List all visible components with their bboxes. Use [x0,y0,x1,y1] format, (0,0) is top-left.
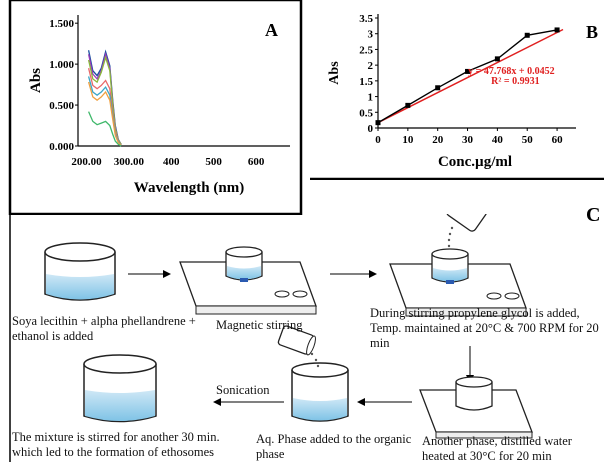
data-point [524,32,530,38]
y-tick-label: 3.5 [359,13,373,25]
x-tick-label: 60 [552,134,564,146]
x-tick-label: 50 [522,134,534,146]
panel-label-b: B [586,22,599,42]
step2-label: Magnetic stirring [216,318,303,332]
x-tick-label: 30 [462,134,474,146]
data-point [465,68,471,74]
data-point [375,120,381,126]
y-tick-label: 0.500 [49,100,74,112]
stirrer-propylene-glycol [389,214,527,317]
data-point [554,27,560,33]
x-tick-label: 0 [375,134,381,146]
process-diagram [9,214,533,462]
y-tick-label: 2.5 [359,44,373,56]
chart-a-border [8,0,303,215]
y-axis-label: Abs [327,61,342,85]
step4-label: Another phase, distilled water heated at… [422,434,572,463]
beaker-lecithin [44,242,116,301]
y-tick-label: 1 [368,92,374,104]
x-axis-label: Conc.µg/ml [438,154,512,170]
y-axis-label: Abs [28,68,44,93]
y-tick-label: 3 [368,29,374,41]
y-tick-label: 2 [368,60,374,72]
sonication-label: Sonication [216,383,270,397]
y-tick-label: 0.5 [359,107,373,119]
x-tick-label: 500 [205,156,222,168]
beaker-mixing [277,325,349,422]
chart-b: 0 0.5 1 1.5 2 2.5 3 3.5 0 10 20 30 40 50 60 y = 47.768x… [310,13,604,180]
x-axis-label: Wavelength (nm) [134,180,244,196]
step1-label: Soya lecithin + alpha phellandrene + eth… [12,314,196,343]
step3-label: During stirring propylene glycol is adde… [370,306,599,350]
chart-a: 0.000 0.500 1.000 1.500 200.00 300.00 400 500 60… [8,0,303,215]
data-point [494,56,500,62]
x-tick-label: 400 [163,156,180,168]
panel-label-c: C [586,204,601,226]
y-tick-label: 1.5 [359,76,373,88]
beaker-ethosomes [83,354,157,423]
spectrum-line [87,81,122,146]
y-tick-label: 1.500 [49,18,74,30]
y-tick-label: 0 [368,123,374,135]
x-tick-label: 10 [402,134,414,146]
stirrer-water-heated [419,376,533,439]
y-tick-label: 1.000 [49,59,74,71]
x-tick-label: 600 [248,156,265,168]
x-tick-label: 40 [492,134,504,146]
panel-label-a: A [265,20,278,40]
spectrum-line [88,111,122,147]
x-tick-label: 300.00 [114,156,145,168]
step5-label: Aq. Phase added to the organic phase [256,432,412,461]
x-tick-label: 200.00 [71,156,102,168]
x-tick-label: 20 [432,134,444,146]
y-tick-label: 0.000 [49,141,74,153]
magnetic-stirrer [179,246,317,315]
equation-label: y = 47.768x + 0.0452 [468,66,554,77]
data-point [405,102,411,108]
step6-label: The mixture is stirred for another 30 mi… [12,430,220,459]
data-point [435,85,441,91]
r2-label: R² = 0.9931 [491,76,539,87]
